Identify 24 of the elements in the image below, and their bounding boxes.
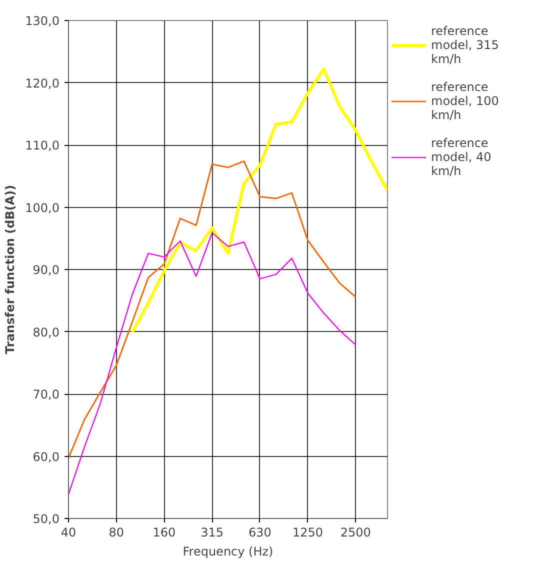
x-axis-title: Frequency (Hz) xyxy=(182,544,274,558)
y-tick-label: 90,0 xyxy=(32,263,60,277)
y-tick-label: 50,0 xyxy=(32,512,60,526)
y-tick-label: 100,0 xyxy=(25,200,60,215)
x-tick-label: 1250 xyxy=(292,526,324,540)
line-series xyxy=(130,68,388,334)
y-axis-title: Transfer function (dB(A)) xyxy=(3,184,18,354)
x-tick-label: 2500 xyxy=(340,526,371,540)
y-tick-label: 60,0 xyxy=(32,450,60,464)
x-tick-label: 315 xyxy=(200,526,224,540)
legend-label: reference model, 100 km/h xyxy=(431,80,499,122)
y-tick-label: 130,0 xyxy=(25,14,60,28)
y-tick-label: 110,0 xyxy=(25,138,60,152)
legend-label: reference model, 315 km/h xyxy=(431,24,499,66)
x-tick-label: 160 xyxy=(152,526,176,540)
y-tick-label: 70,0 xyxy=(32,388,60,402)
y-tick-label: 120,0 xyxy=(25,76,60,90)
line-series xyxy=(68,160,356,459)
line-series xyxy=(68,232,356,495)
y-tick-label: 80,0 xyxy=(32,325,60,340)
x-tick-label: 630 xyxy=(248,526,272,540)
x-tick-label: 80 xyxy=(108,526,124,540)
legend-label: reference model, 40 km/h xyxy=(431,136,492,178)
x-tick-label: 40 xyxy=(60,526,76,540)
